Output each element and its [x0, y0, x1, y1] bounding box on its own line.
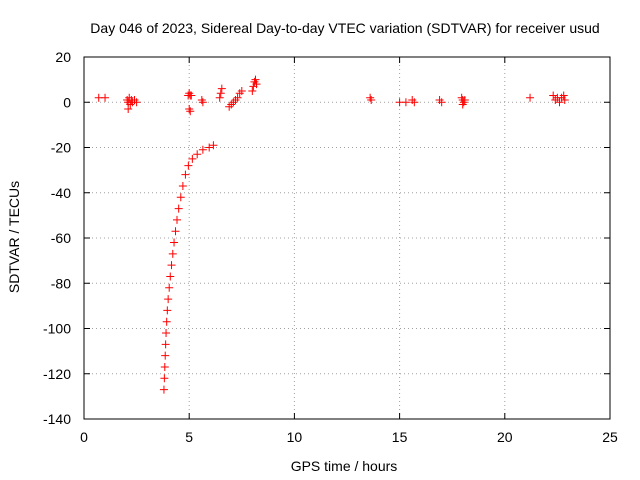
y-tick-label: -20 [51, 140, 71, 156]
data-point [124, 105, 133, 114]
data-point [172, 215, 181, 224]
data-point [193, 150, 202, 159]
data-point [560, 95, 569, 104]
data-point [233, 93, 242, 102]
data-point [252, 80, 261, 89]
data-point [171, 227, 180, 236]
data-point [367, 95, 376, 104]
data-point [198, 145, 207, 154]
y-tick-label: -100 [43, 321, 71, 337]
data-point [174, 204, 183, 213]
data-point [161, 351, 170, 360]
data-point [205, 143, 214, 152]
plot-frame [83, 56, 611, 420]
data-point [225, 102, 234, 111]
data-point [198, 98, 207, 107]
data-point [437, 98, 446, 107]
data-point [132, 98, 141, 107]
x-tick-label: 20 [497, 429, 513, 445]
x-tick-label: 0 [80, 429, 88, 445]
y-tick-label: -120 [43, 366, 71, 382]
data-point [401, 98, 410, 107]
data-point [166, 272, 175, 281]
data-points [94, 75, 569, 394]
data-point [101, 93, 110, 102]
data-point [458, 100, 467, 109]
data-point [555, 98, 564, 107]
data-point [187, 91, 196, 100]
data-point [227, 100, 236, 109]
data-point [185, 89, 194, 98]
data-point [215, 93, 224, 102]
x-axis-label: GPS time / hours [291, 458, 398, 474]
data-point [186, 107, 195, 116]
data-point [229, 98, 238, 107]
data-point [549, 91, 558, 100]
data-point [168, 249, 177, 258]
data-point [160, 362, 169, 371]
data-point [209, 141, 218, 150]
data-point [162, 329, 171, 338]
data-point [160, 374, 169, 383]
data-point [526, 93, 535, 102]
x-tick-labels: 0 5 10 15 20 25 [80, 429, 618, 445]
y-tick-labels: -140 -120 -100 -80 -60 -40 -20 0 20 [43, 49, 71, 427]
data-point [188, 154, 197, 163]
data-point [170, 238, 179, 247]
data-point [250, 77, 259, 86]
x-tick-label: 10 [287, 429, 303, 445]
y-tick-label: -140 [43, 411, 71, 427]
data-point [460, 95, 469, 104]
grid [84, 57, 610, 419]
chart-title: Day 046 of 2023, Sidereal Day-to-day VTE… [90, 20, 599, 36]
data-point [435, 95, 444, 104]
data-point [163, 306, 172, 315]
y-tick-label: -80 [51, 275, 71, 291]
data-point [185, 105, 194, 114]
data-point [551, 95, 560, 104]
data-point [410, 98, 419, 107]
y-tick-label: 0 [63, 94, 71, 110]
axis-ticks [83, 56, 611, 420]
data-point [184, 161, 193, 170]
data-point [559, 91, 568, 100]
y-tick-label: 20 [55, 49, 71, 65]
data-point [237, 86, 246, 95]
data-point [167, 261, 176, 270]
data-point [161, 340, 170, 349]
data-point [178, 181, 187, 190]
y-tick-label: -40 [51, 185, 71, 201]
data-point [176, 193, 185, 202]
data-point [162, 317, 171, 326]
data-point [159, 385, 168, 394]
data-point [459, 98, 468, 107]
x-tick-label: 15 [392, 429, 408, 445]
data-point [181, 170, 190, 179]
x-tick-label: 5 [185, 429, 193, 445]
data-point [197, 95, 206, 104]
data-point [248, 86, 257, 95]
y-tick-label: -60 [51, 230, 71, 246]
data-point [235, 89, 244, 98]
x-tick-label: 25 [602, 429, 618, 445]
data-point [251, 75, 260, 84]
data-point [366, 93, 375, 102]
data-point [216, 89, 225, 98]
data-point [217, 84, 226, 93]
data-point [164, 295, 173, 304]
data-point [231, 95, 240, 104]
data-point [408, 95, 417, 104]
y-axis-label: SDTVAR / TECUs [6, 181, 22, 293]
data-point [165, 283, 174, 292]
